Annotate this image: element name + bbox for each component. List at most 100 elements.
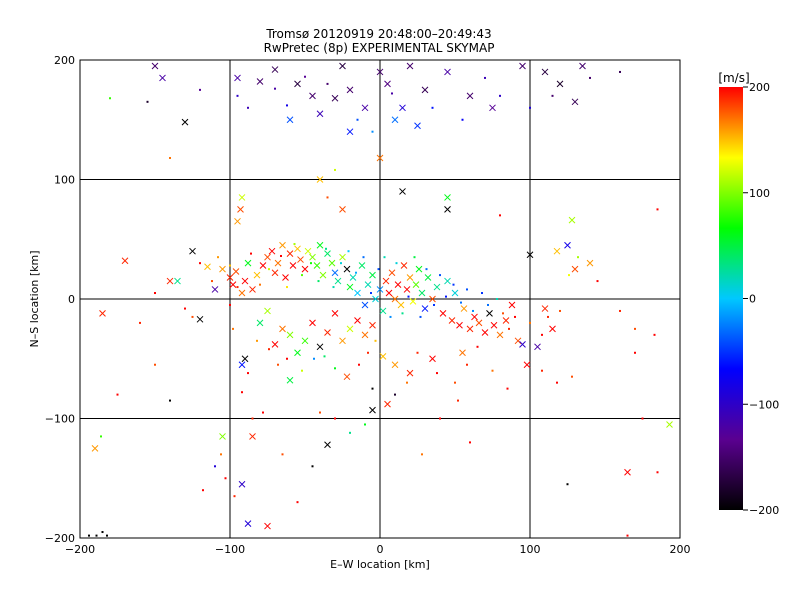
y-tick-label: 100 [54,174,75,187]
data-point-dot [421,453,423,456]
data-point-cross [339,337,346,345]
data-point-cross [429,295,436,303]
data-point-dot [541,333,543,336]
data-point-dot [100,435,102,438]
data-point-cross [571,265,579,273]
data-point-dot [377,268,380,271]
data-point-dot [310,262,312,265]
data-point-dot [334,168,336,171]
data-point-dot [332,286,335,289]
data-point-cross [226,274,234,281]
data-point-cross [274,259,282,267]
x-tick-label: 100 [520,543,541,556]
data-point-cross [361,104,369,112]
data-point-cross [301,337,309,345]
data-point-cross [244,520,252,528]
data-point-cross [319,271,327,279]
data-point-dot [268,268,270,271]
data-point-dot [431,106,434,109]
data-point-dot [220,453,222,456]
data-point-dot [371,387,374,390]
data-point-cross [268,247,276,255]
data-point-cross [309,319,316,327]
y-tick-label: 0 [68,293,75,306]
data-point-cross [232,268,240,275]
y-tick-labels: −200 −100 0 100 200 [45,54,75,545]
data-point-dot [391,92,393,95]
data-point-cross [219,433,226,440]
data-point-cross [394,281,402,289]
data-point-cross [496,331,504,339]
data-point-dot [109,97,111,100]
data-point-cross [237,206,244,213]
data-point-dot [256,339,258,342]
data-point-cross [339,206,346,213]
data-point-dot [304,75,306,78]
data-point-cross [264,307,271,315]
data-point-cross [444,206,451,213]
data-point-dot [656,471,659,474]
data-point-cross [399,188,406,195]
colorbar-unit: [m/s] [718,71,749,85]
y-tick-label: −100 [45,413,75,426]
data-point-dot [247,372,249,375]
data-point-cross [204,263,211,271]
data-point-cross [526,251,534,259]
data-point-cross [234,74,241,82]
data-point-dot [502,312,504,315]
data-point-cross [151,62,159,70]
data-point-dot [476,345,479,348]
data-point-dot [280,254,282,257]
data-point-cross [471,313,478,321]
x-tick-label: −200 [65,543,95,556]
data-point-dot [634,327,636,330]
data-point-dot [559,309,561,312]
data-point-dot [247,106,249,109]
data-point-dot [439,274,441,277]
data-point-dot [619,309,621,312]
data-point-cross [433,283,441,291]
data-point-dot [452,283,455,286]
data-point-dot [169,399,171,402]
data-point-dot [407,295,410,298]
data-point-dot [656,208,659,211]
data-point-dot [326,196,329,199]
data-point-cross [189,247,196,255]
x-tick-labels: −200 −100 0 100 200 [65,543,691,556]
data-point-cross [553,247,561,255]
data-point-cross [379,307,387,315]
data-point-cross [399,104,406,112]
data-point-cross [502,317,510,324]
data-point-dot [383,256,386,259]
data-point-dot [374,339,377,342]
data-point-cross [412,281,420,289]
data-point-dot [154,292,156,295]
data-point-cross [286,116,294,124]
data-point-dot [356,118,359,121]
data-point-dot [355,271,357,274]
data-point-cross [241,277,249,285]
data-point-cross [238,480,246,488]
data-point-cross [624,468,631,476]
data-point-cross [174,277,181,285]
data-point-cross [316,176,324,183]
x-axis-label: E–W location [km] [330,558,430,571]
data-point-cross [316,343,324,351]
data-point-cross [238,289,246,297]
data-point-cross [534,343,541,351]
data-point-dot [419,315,422,318]
colorbar-tick-label: 100 [749,187,770,200]
data-point-cross [361,301,369,309]
data-point-dot [95,534,98,537]
data-point-cross [331,269,339,277]
data-point-dot [313,357,315,360]
data-point-cross [475,319,483,327]
data-point-dot [358,363,360,366]
data-point-dot [529,321,531,324]
data-point-dot [233,495,236,498]
data-point-cross [421,86,429,94]
data-point-dot [286,357,288,360]
data-point-dot [146,100,149,103]
data-point-cross [400,262,408,269]
data-point-dot [191,315,194,318]
